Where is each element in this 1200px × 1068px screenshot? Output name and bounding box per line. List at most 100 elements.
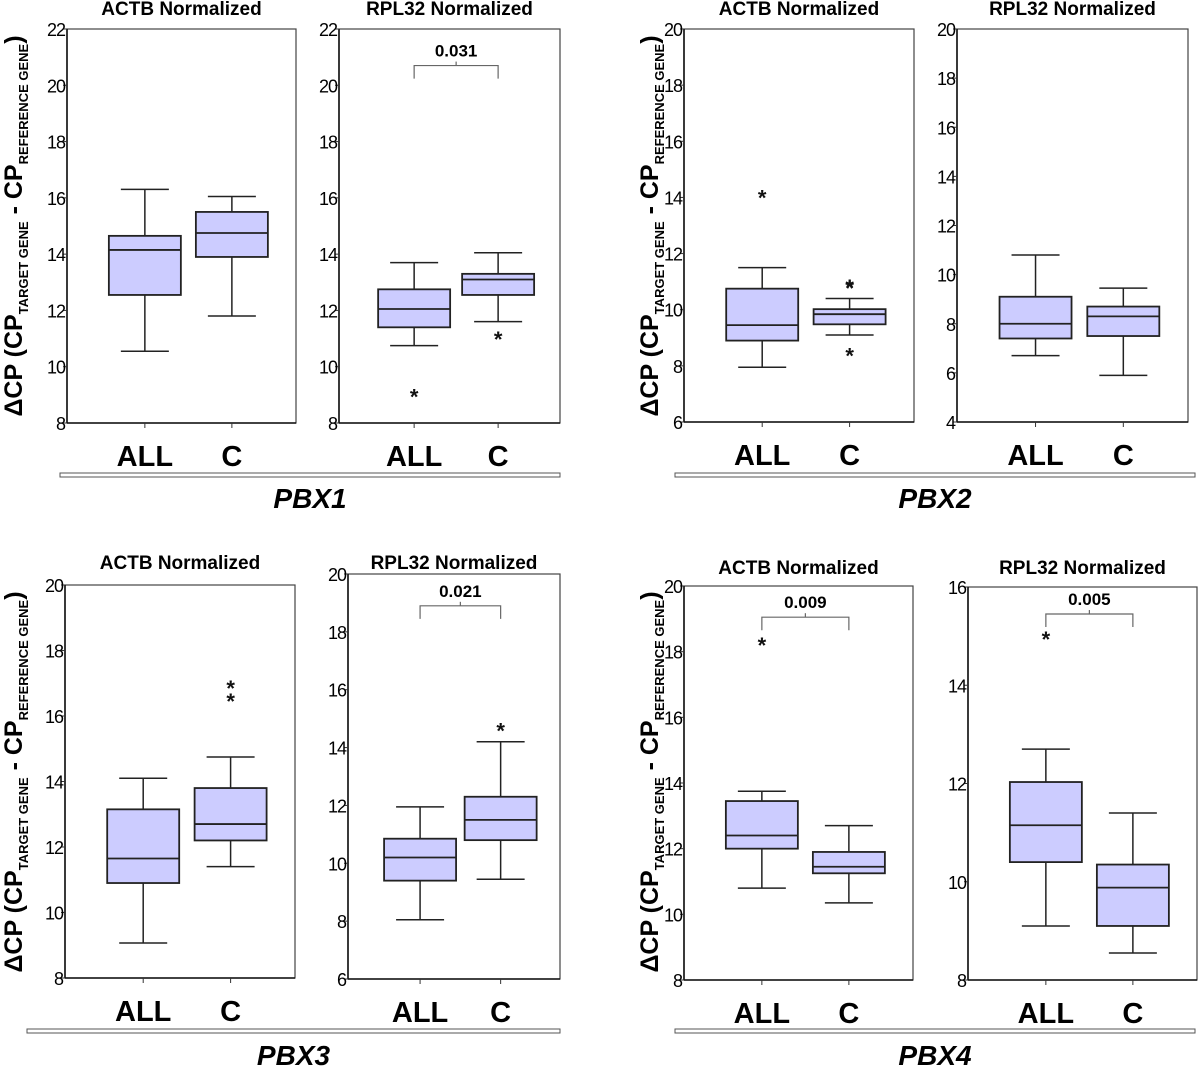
outlier-marker: * — [494, 327, 503, 352]
iqr-box — [106, 808, 181, 884]
y-tick-label: 12 — [319, 301, 338, 321]
y-axis-label-prefix: ΔCP (CP — [0, 870, 28, 972]
y-tick-label: 12 — [47, 301, 66, 321]
x-tick-label-all: ALL — [1018, 998, 1074, 1030]
y-axis-label-suffix: ) — [0, 591, 28, 599]
panel-pbx2-rpl32: RPL32 Normalized 4 6 8 10 12 14 16 18 20 ALL C — [937, 0, 1189, 472]
box-all — [383, 806, 457, 921]
y-tick-label: 8 — [673, 357, 683, 377]
y-axis-label: ΔCP (CPTARGET GENE - CPREFERENCE GENE) — [636, 591, 667, 972]
y-tick-label: 14 — [664, 774, 683, 794]
outlier-marker: * — [758, 186, 767, 211]
box-c: *** — [812, 275, 887, 369]
plot-frame — [64, 584, 296, 979]
y-axis-label-sub2: REFERENCE GENE — [16, 43, 31, 164]
y-axis-label-mid: - CP — [636, 164, 664, 221]
y-tick-label: 10 — [664, 301, 683, 321]
outlier-marker: * — [845, 344, 854, 369]
bracket-line — [419, 605, 502, 619]
iqr-box — [1086, 305, 1161, 337]
outlier-marker: * — [496, 718, 505, 743]
box-all: * — [377, 261, 452, 409]
y-tick-label: 12 — [664, 840, 683, 860]
y-tick-label: 20 — [664, 20, 683, 40]
y-tick-label: 20 — [319, 76, 338, 96]
iqr-box — [998, 295, 1073, 340]
x-tick-label-c: C — [488, 441, 509, 473]
y-tick-label: 10 — [664, 905, 683, 925]
outlier-marker: * — [410, 384, 419, 409]
gene-label: PBX4 — [898, 1040, 972, 1068]
gene-label: PBX3 — [257, 1040, 331, 1068]
y-tick-label: 16 — [47, 189, 66, 209]
panel-title: RPL32 Normalized — [366, 0, 533, 20]
y-tick-label: 14 — [45, 773, 64, 793]
x-tick-label-all: ALL — [392, 997, 448, 1029]
y-axis-label-prefix: ΔCP (CP — [636, 870, 664, 972]
panel-title: ACTB Normalized — [719, 0, 879, 20]
significance-bracket: 0.031 — [413, 42, 499, 79]
y-tick-label: 14 — [319, 245, 338, 265]
panel-pbx3-actb: ACTB Normalized 8 10 12 14 16 18 20 ALL C ** — [45, 553, 296, 1028]
y-axis-label-suffix: ) — [0, 35, 28, 43]
box-all — [107, 188, 182, 352]
y-axis-label: ΔCP (CPTARGET GENE - CPREFERENCE GENE) — [0, 35, 31, 416]
y-tick-label: 14 — [948, 676, 967, 696]
y-tick-label: 10 — [47, 358, 66, 378]
box-c — [1086, 287, 1161, 377]
panel-pbx4-rpl32: RPL32 Normalized 8 10 12 14 16 ALL C * 0.005 — [948, 558, 1198, 1030]
gene-label: PBX2 — [898, 483, 972, 514]
group-separator — [674, 472, 1196, 478]
y-axis-label-mid: - CP — [0, 720, 28, 777]
significance-bracket: 0.021 — [419, 582, 502, 619]
y-tick-label: 16 — [45, 707, 64, 727]
y-tick-label: 8 — [673, 971, 683, 991]
y-tick-label: 16 — [319, 189, 338, 209]
box-c: * — [463, 718, 538, 880]
gene-label: PBX1 — [273, 483, 346, 514]
x-tick-label-all: ALL — [386, 441, 442, 473]
x-tick-label-all: ALL — [115, 996, 171, 1028]
panel-pbx3-rpl32: RPL32 Normalized 6 8 10 12 14 16 18 20 ALL C * 0.021 — [328, 553, 561, 1029]
box-all: * — [1008, 627, 1083, 927]
x-tick-label-c: C — [490, 997, 511, 1029]
box-c — [811, 824, 886, 904]
y-tick-label: 14 — [937, 167, 956, 187]
iqr-box — [725, 287, 800, 342]
box-c: * — [461, 251, 536, 352]
y-tick-label: 18 — [319, 133, 338, 153]
y-tick-label: 22 — [319, 20, 338, 40]
y-tick-label: 12 — [664, 245, 683, 265]
bracket-line — [413, 64, 499, 79]
y-axis-label-sub2: REFERENCE GENE — [652, 43, 667, 164]
y-tick-label: 14 — [664, 188, 683, 208]
plot-frame — [683, 585, 914, 981]
y-axis-label-prefix: ΔCP (CP — [0, 314, 28, 416]
group-separator — [26, 1028, 561, 1034]
y-axis-label-sub1: TARGET GENE — [652, 777, 667, 870]
p-value-label: 0.031 — [435, 42, 478, 61]
y-tick-label: 8 — [957, 971, 967, 991]
x-tick-label-c: C — [838, 998, 859, 1030]
y-tick-label: 8 — [337, 912, 347, 932]
y-tick-label: 20 — [328, 565, 347, 585]
panel-pbx4-actb: ACTB Normalized 8 10 12 14 16 18 20 ALL C * 0.009 — [664, 558, 914, 1030]
y-tick-label: 10 — [319, 358, 338, 378]
y-tick-label: 16 — [664, 132, 683, 152]
y-tick-label: 6 — [673, 413, 683, 433]
y-tick-label: 10 — [328, 854, 347, 874]
y-axis-label-sub2: REFERENCE GENE — [16, 599, 31, 720]
outlier-marker: * — [845, 276, 854, 301]
panel-pbx1-rpl32: RPL32 Normalized 8 10 12 14 16 18 20 22 ALL C * * 0.0… — [319, 0, 561, 473]
box-c — [1095, 812, 1170, 954]
y-tick-label: 16 — [328, 681, 347, 701]
y-tick-label: 18 — [47, 133, 66, 153]
y-tick-label: 12 — [948, 775, 967, 795]
x-tick-label-c: C — [1113, 440, 1134, 472]
y-tick-label: 18 — [937, 69, 956, 89]
y-tick-label: 12 — [328, 796, 347, 816]
group-separator — [59, 472, 561, 478]
y-axis-label-mid: - CP — [0, 164, 28, 221]
